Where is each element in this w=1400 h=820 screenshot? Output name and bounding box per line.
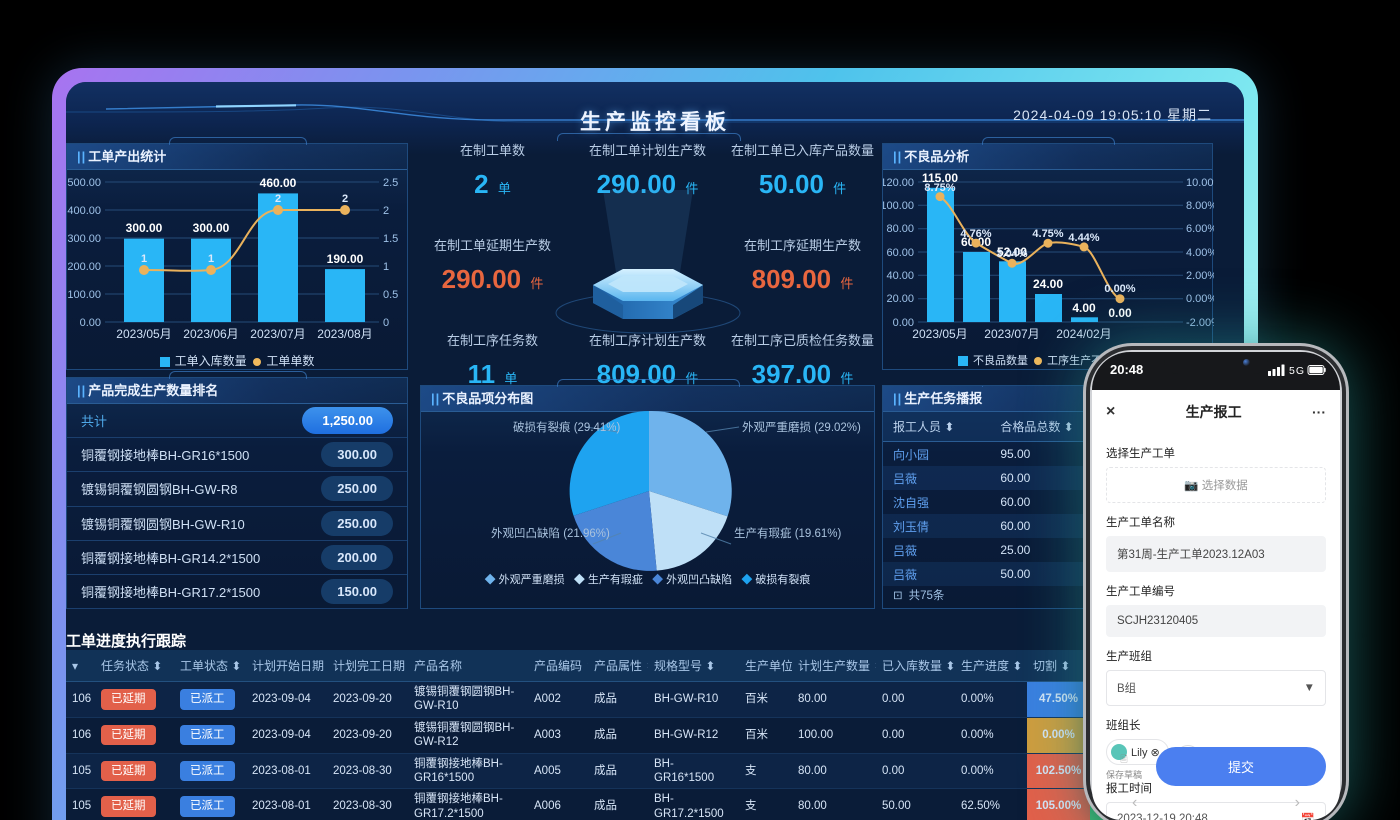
svg-text:0.00: 0.00 xyxy=(80,317,101,329)
svg-text:4.00: 4.00 xyxy=(1072,301,1096,315)
svg-text:2023/05月: 2023/05月 xyxy=(912,327,967,341)
svg-text:1.5: 1.5 xyxy=(383,233,398,245)
svg-text:2024/02月: 2024/02月 xyxy=(1056,327,1111,341)
svg-text:3.04%: 3.04% xyxy=(996,248,1027,260)
svg-text:100.00: 100.00 xyxy=(883,200,914,212)
svg-text:20.00: 20.00 xyxy=(886,293,914,305)
svg-text:1: 1 xyxy=(208,253,214,265)
svg-text:4.44%: 4.44% xyxy=(1068,232,1099,244)
svg-text:60.00: 60.00 xyxy=(886,247,914,259)
svg-text:2023/06月: 2023/06月 xyxy=(183,327,238,341)
svg-text:8.00%: 8.00% xyxy=(1186,200,1214,212)
svg-text:120.00: 120.00 xyxy=(883,177,914,189)
svg-text:0.00: 0.00 xyxy=(1108,306,1132,320)
svg-text:2.00%: 2.00% xyxy=(1186,270,1214,282)
svg-text:0.5: 0.5 xyxy=(383,289,398,301)
svg-text:-2.00%: -2.00% xyxy=(1186,317,1214,329)
svg-text:破损有裂痕 (29.41%): 破损有裂痕 (29.41%) xyxy=(513,420,621,434)
svg-text:190.00: 190.00 xyxy=(327,252,364,266)
svg-text:外观凹凸缺陷 (21.96%): 外观凹凸缺陷 (21.96%) xyxy=(491,526,610,540)
svg-text:1: 1 xyxy=(141,253,147,265)
svg-text:40.00: 40.00 xyxy=(886,270,914,282)
svg-text:24.00: 24.00 xyxy=(1033,277,1063,291)
svg-text:500.00: 500.00 xyxy=(67,177,101,189)
svg-text:5G: 5G xyxy=(1289,365,1305,376)
svg-text:2023/07月: 2023/07月 xyxy=(984,327,1039,341)
svg-text:0.00: 0.00 xyxy=(893,317,914,329)
svg-text:4.75%: 4.75% xyxy=(1032,228,1063,240)
svg-text:200.00: 200.00 xyxy=(67,261,101,273)
svg-text:6.00%: 6.00% xyxy=(1186,223,1214,235)
svg-text:2023/08月: 2023/08月 xyxy=(317,327,372,341)
svg-text:生产有瑕疵 (19.61%): 生产有瑕疵 (19.61%) xyxy=(734,526,842,540)
svg-text:300.00: 300.00 xyxy=(193,221,230,235)
svg-text:460.00: 460.00 xyxy=(260,176,297,190)
svg-text:2023/07月: 2023/07月 xyxy=(250,327,305,341)
svg-text:100.00: 100.00 xyxy=(67,289,101,301)
svg-text:2: 2 xyxy=(342,193,348,205)
svg-text:8.75%: 8.75% xyxy=(924,182,955,194)
svg-text:2.5: 2.5 xyxy=(383,177,398,189)
svg-text:外观严重磨损 (29.02%): 外观严重磨损 (29.02%) xyxy=(742,420,861,434)
svg-text:400.00: 400.00 xyxy=(67,205,101,217)
svg-text:300.00: 300.00 xyxy=(67,233,101,245)
svg-text:80.00: 80.00 xyxy=(886,223,914,235)
svg-text:0.00%: 0.00% xyxy=(1186,293,1214,305)
svg-text:0.00%: 0.00% xyxy=(1104,283,1135,295)
svg-text:2: 2 xyxy=(383,205,389,217)
svg-text:1: 1 xyxy=(383,261,389,273)
svg-text:2023/05月: 2023/05月 xyxy=(116,327,171,341)
svg-text:0: 0 xyxy=(383,317,389,329)
svg-text:4.00%: 4.00% xyxy=(1186,247,1214,259)
svg-text:2: 2 xyxy=(275,193,281,205)
svg-text:300.00: 300.00 xyxy=(126,221,163,235)
svg-text:4.76%: 4.76% xyxy=(960,228,991,240)
svg-text:10.00%: 10.00% xyxy=(1186,177,1214,189)
